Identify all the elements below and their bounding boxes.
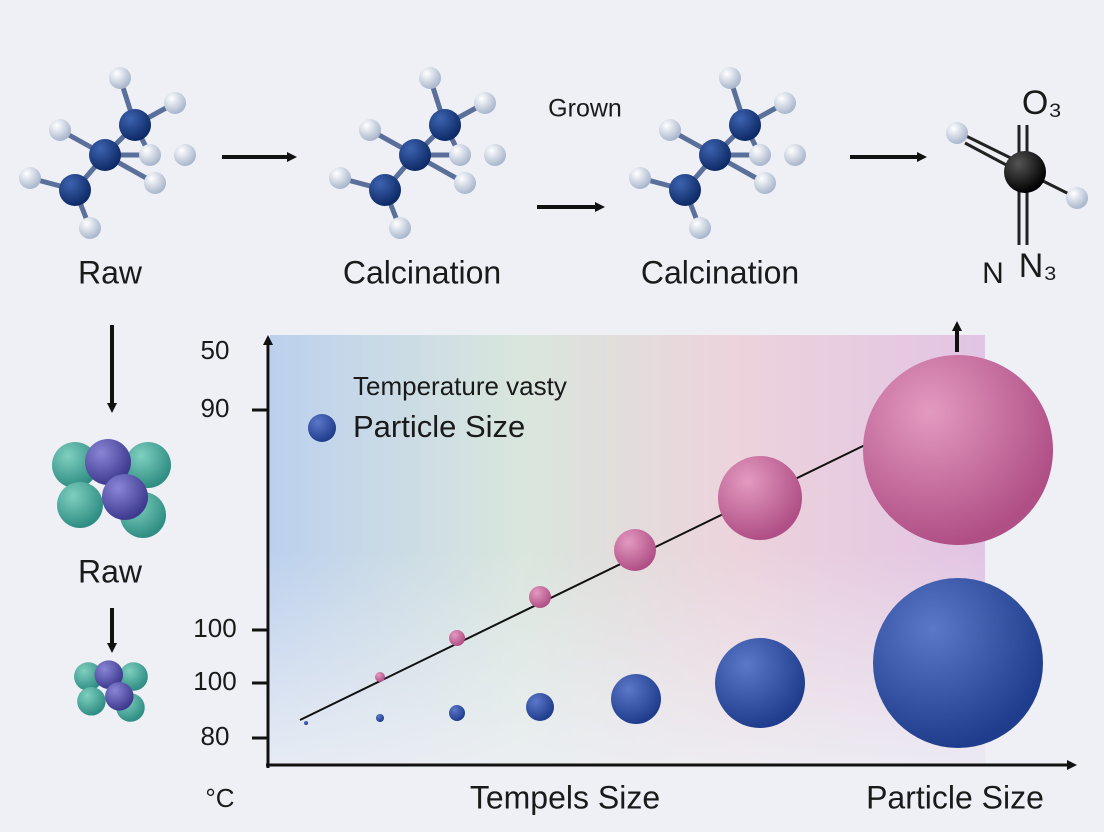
product-molecule: [946, 122, 1088, 245]
molecule: [629, 67, 806, 239]
x-label-right: Particle Size: [866, 779, 1044, 815]
atom: [369, 174, 401, 206]
atom: [474, 92, 496, 114]
molecule: [329, 67, 506, 239]
product-bottom-left: N: [982, 257, 1004, 290]
atom: [119, 109, 151, 141]
sphere: [125, 442, 171, 488]
atom: [329, 167, 351, 189]
bubble: [873, 578, 1043, 748]
sphere: [74, 662, 103, 691]
sphere: [105, 682, 134, 711]
atom: [689, 217, 711, 239]
molecules: [19, 67, 1088, 722]
atom: [454, 172, 476, 194]
legend-swatch: [308, 414, 336, 442]
bubble: [614, 529, 656, 571]
x-label: Tempels Size: [470, 779, 660, 815]
atom: [49, 119, 71, 141]
sphere: [119, 662, 148, 691]
bubble: [863, 355, 1053, 545]
atom: [659, 119, 681, 141]
atom: [449, 144, 471, 166]
unit: °C: [205, 783, 234, 813]
y-label: 50: [201, 335, 230, 365]
atom: [1066, 187, 1088, 209]
plot-fade: [270, 550, 985, 765]
atom: [754, 172, 776, 194]
bubble: [375, 672, 385, 682]
bubbles: [304, 355, 1053, 748]
product-top: O₃: [1022, 84, 1062, 122]
atom: [729, 109, 761, 141]
atom: [629, 167, 651, 189]
bubble: [529, 586, 551, 608]
sphere: [57, 482, 103, 528]
atom: [89, 139, 121, 171]
bubble: [526, 693, 554, 721]
atom: [774, 92, 796, 114]
atom: [79, 217, 101, 239]
atom: [59, 174, 91, 206]
sphere: [85, 439, 131, 485]
atom: [164, 92, 186, 114]
bubble: [611, 674, 661, 724]
atom: [139, 144, 161, 166]
atom: [946, 122, 968, 144]
y-label: 80: [201, 721, 230, 751]
legend-item: Particle Size: [353, 409, 525, 444]
atom: [719, 67, 741, 89]
sphere: [94, 660, 124, 689]
atom: [419, 67, 441, 89]
bubble: [449, 705, 465, 721]
atom: [359, 119, 381, 141]
atom: [699, 139, 731, 171]
step-label: Calcination: [641, 254, 799, 290]
step-label: Raw: [78, 254, 143, 290]
bubble: [718, 456, 802, 540]
y-label: 100: [193, 666, 236, 696]
bubble: [715, 638, 805, 728]
cluster: [74, 660, 148, 722]
product-bottom-right: N₃: [1019, 247, 1057, 285]
legend-title: Temperature vasty: [353, 371, 567, 401]
bubble: [376, 714, 384, 722]
sphere: [52, 442, 98, 488]
atom: [174, 144, 196, 166]
atom: [144, 172, 166, 194]
atom: [784, 144, 806, 166]
y-label: 90: [201, 393, 230, 423]
atom: [429, 109, 461, 141]
atom: [19, 167, 41, 189]
annotation: Grown: [548, 95, 622, 123]
atom: [749, 144, 771, 166]
atom: [389, 217, 411, 239]
atom: [1004, 151, 1046, 193]
cluster: [52, 439, 171, 538]
y-label: 100: [193, 613, 236, 643]
molecule: [19, 67, 196, 239]
side-step-label: Raw: [78, 553, 143, 589]
atom: [109, 67, 131, 89]
bubble: [304, 721, 308, 725]
atom: [669, 174, 701, 206]
bubble: [449, 630, 465, 646]
atom: [484, 144, 506, 166]
step-label: Calcination: [343, 254, 501, 290]
sphere: [77, 687, 106, 716]
atom: [399, 139, 431, 171]
sphere: [102, 474, 148, 520]
